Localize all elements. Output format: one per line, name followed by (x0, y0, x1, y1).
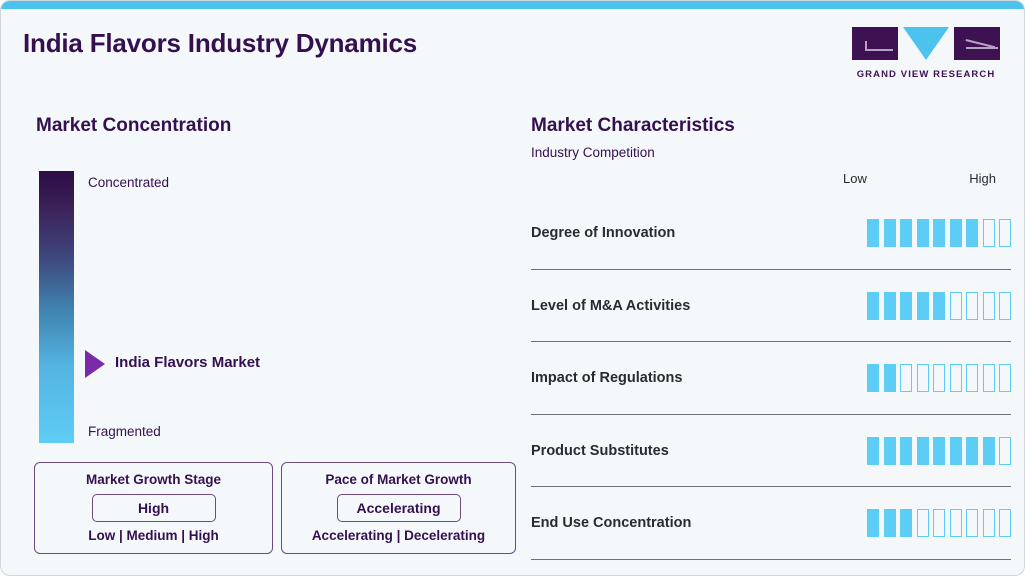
meter-segment-filled (982, 436, 995, 465)
characteristic-meter (867, 364, 1011, 393)
logo-marks (852, 27, 1000, 65)
meter-segment-empty (966, 509, 978, 538)
meter-segment-filled (867, 436, 879, 465)
market-growth-stage-title: Market Growth Stage (85, 472, 222, 487)
pace-of-market-growth-title: Pace of Market Growth (325, 472, 472, 487)
pace-of-market-growth-card: Pace of Market Growth Accelerating Accel… (281, 462, 516, 554)
characteristic-label: End Use Concentration (531, 515, 692, 532)
meter-segment-filled (883, 509, 896, 538)
characteristic-row: End Use Concentration (531, 487, 1011, 560)
meter-segment-filled (867, 219, 879, 248)
meter-segment-empty (999, 219, 1011, 248)
meter-segment-filled (900, 291, 912, 320)
characteristics-rows: Degree of Innovation Level of M&A Activit… (531, 197, 1011, 560)
meter-segment-filled (966, 219, 978, 248)
concentration-gradient-bar (39, 171, 74, 443)
meter-segment-filled (900, 219, 912, 248)
meter-segment-empty (949, 364, 962, 393)
meter-segment-empty (933, 509, 945, 538)
meter-segment-filled (883, 291, 896, 320)
characteristic-row: Degree of Innovation (531, 197, 1011, 270)
meter-segment-filled (933, 291, 945, 320)
meter-segment-filled (883, 364, 896, 393)
meter-segment-empty (933, 364, 945, 393)
meter-segment-empty (966, 291, 978, 320)
logo-r-mark-icon (954, 27, 1000, 60)
meter-segment-filled (883, 219, 896, 248)
growth-stat-cards: Market Growth Stage High Low | Medium | … (34, 462, 516, 554)
meter-scale-header: Low High (843, 171, 996, 186)
meter-segment-filled (883, 436, 896, 465)
meter-segment-empty (999, 436, 1011, 465)
meter-segment-filled (933, 436, 945, 465)
meter-segment-empty (900, 364, 912, 393)
meter-segment-empty (949, 509, 962, 538)
meter-segment-filled (966, 436, 978, 465)
pace-of-market-growth-value: Accelerating (336, 494, 461, 522)
logo-v-triangle-icon (903, 27, 949, 60)
characteristic-label: Impact of Regulations (531, 370, 683, 387)
grand-view-research-logo: GRAND VIEW RESEARCH (852, 27, 1000, 80)
meter-segment-empty (949, 291, 962, 320)
market-characteristics-panel: Market Characteristics Industry Competit… (516, 97, 1024, 575)
meter-segment-empty (982, 364, 995, 393)
meter-segment-empty (966, 364, 978, 393)
market-growth-stage-value: High (91, 494, 216, 522)
meter-segment-filled (900, 436, 912, 465)
meter-segment-empty (999, 364, 1011, 393)
meter-segment-empty (982, 509, 995, 538)
top-accent-bar (1, 1, 1024, 9)
characteristic-label: Level of M&A Activities (531, 297, 691, 314)
concentration-top-label: Concentrated (88, 175, 170, 190)
meter-segment-filled (916, 436, 929, 465)
concentration-bottom-label: Fragmented (88, 424, 161, 439)
characteristic-meter (867, 219, 1011, 248)
market-characteristics-title: Market Characteristics (531, 115, 735, 136)
market-growth-stage-card: Market Growth Stage High Low | Medium | … (34, 462, 273, 554)
market-concentration-title: Market Concentration (36, 115, 232, 136)
meter-segment-filled (900, 509, 912, 538)
header: India Flavors Industry Dynamics GRAND VI… (1, 9, 1024, 89)
meter-segment-filled (933, 219, 945, 248)
meter-segment-empty (999, 291, 1011, 320)
meter-segment-filled (916, 291, 929, 320)
meter-scale-high-label: High (969, 171, 996, 186)
market-position-marker-icon (85, 350, 105, 379)
meter-segment-empty (916, 509, 929, 538)
page-title: India Flavors Industry Dynamics (23, 28, 418, 58)
characteristic-meter (867, 291, 1011, 320)
meter-segment-filled (916, 219, 929, 248)
meter-segment-empty (982, 219, 995, 248)
characteristic-meter (867, 509, 1011, 538)
meter-scale-low-label: Low (843, 171, 867, 186)
meter-segment-filled (949, 219, 962, 248)
characteristic-label: Product Substitutes (531, 442, 669, 459)
characteristic-row: Impact of Regulations (531, 342, 1011, 415)
market-position-label: India Flavors Market (115, 354, 261, 372)
characteristic-label: Degree of Innovation (531, 225, 676, 242)
characteristic-meter (867, 436, 1011, 465)
concentration-scale: Concentrated Fragmented India Flavors Ma… (39, 171, 489, 446)
meter-segment-empty (916, 364, 929, 393)
logo-g-mark-icon (852, 27, 898, 60)
meter-segment-filled (949, 436, 962, 465)
meter-segment-filled (867, 291, 879, 320)
meter-segment-empty (999, 509, 1011, 538)
meter-segment-filled (867, 509, 879, 538)
characteristic-row: Product Substitutes (531, 415, 1011, 488)
pace-of-market-growth-scale: Accelerating | Decelerating (311, 528, 486, 543)
meter-segment-filled (867, 364, 879, 393)
market-growth-stage-scale: Low | Medium | High (88, 528, 219, 543)
market-concentration-panel: Market Concentration Concentrated Fragme… (1, 97, 516, 575)
characteristic-row: Level of M&A Activities (531, 270, 1011, 343)
meter-segment-empty (982, 291, 995, 320)
logo-text: GRAND VIEW RESEARCH (856, 69, 996, 80)
market-characteristics-subtitle: Industry Competition (531, 145, 655, 160)
